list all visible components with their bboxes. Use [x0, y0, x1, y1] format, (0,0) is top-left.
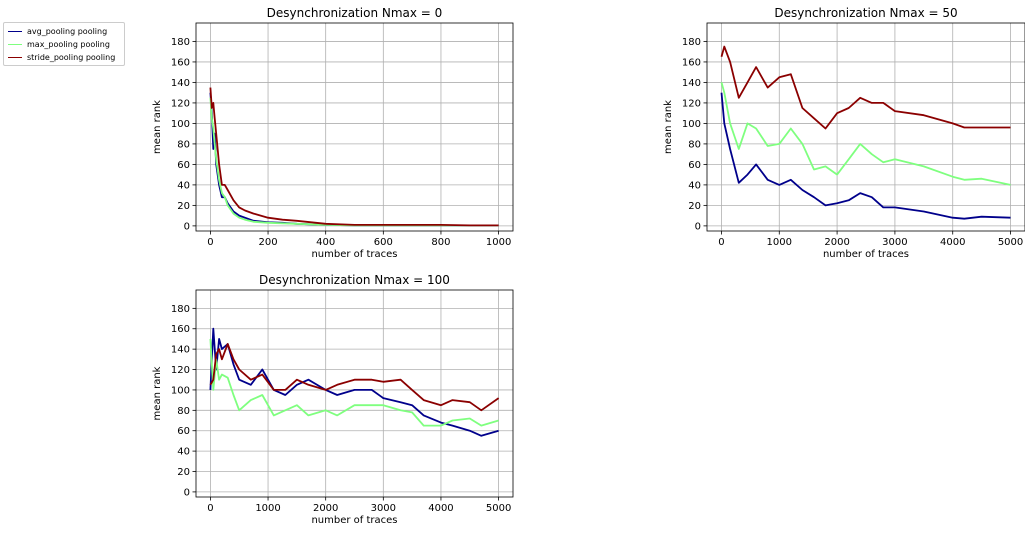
- y-tick-label: 0: [184, 487, 190, 498]
- series-line: [720, 45, 1011, 130]
- y-axis-label: mean rank: [152, 366, 163, 420]
- x-tick-label: 1000: [255, 503, 280, 514]
- x-tick-label: 1000: [486, 237, 511, 248]
- y-tick-label: 180: [171, 304, 190, 315]
- legend-swatch: [8, 31, 22, 32]
- y-tick-label: 140: [682, 78, 701, 89]
- axes-frame: [706, 22, 1025, 232]
- legend-item: max_pooling pooling: [8, 38, 120, 51]
- x-axis-label: number of traces: [311, 515, 397, 526]
- legend-label: avg_pooling pooling: [27, 27, 108, 36]
- chart-title: Desynchronization Nmax = 0: [267, 6, 443, 20]
- x-tick-label: 5000: [486, 503, 511, 514]
- x-axis-label: number of traces: [823, 249, 909, 260]
- y-tick-label: 100: [171, 385, 190, 396]
- y-tick-label: 120: [171, 365, 190, 376]
- y-tick-label: 80: [177, 406, 190, 417]
- chart-panel: 0 200 400 600 800 1000 0 20 40 60 80 100 120 140 160 18…: [152, 6, 514, 260]
- x-tick-label: 0: [207, 503, 213, 514]
- chart-panel: 0 1000 2000 3000 4000 5000 0 20 40 60 80 100 120 140 1…: [663, 6, 1025, 260]
- x-tick-label: 4000: [428, 503, 453, 514]
- series-line: [209, 343, 500, 412]
- x-tick-label: 0: [207, 237, 213, 248]
- chart-panel: 0 1000 2000 3000 4000 5000 0 20 40 60 80 100 120 140 1…: [152, 273, 514, 526]
- legend-swatch: [8, 44, 22, 45]
- y-tick-label: 20: [177, 201, 190, 212]
- legend-label: stride_pooling pooling: [27, 53, 116, 62]
- x-tick-label: 0: [718, 237, 724, 248]
- y-tick-label: 140: [171, 345, 190, 356]
- series-line: [209, 97, 499, 227]
- x-axis-label: number of traces: [311, 249, 397, 260]
- y-tick-label: 0: [184, 221, 190, 232]
- y-tick-label: 40: [688, 180, 701, 191]
- y-tick-label: 100: [171, 119, 190, 130]
- y-tick-label: 160: [171, 57, 190, 68]
- chart-title: Desynchronization Nmax = 50: [774, 6, 957, 20]
- x-tick-label: 3000: [371, 503, 396, 514]
- x-tick-label: 2000: [313, 503, 338, 514]
- y-tick-label: 180: [171, 37, 190, 48]
- y-tick-label: 80: [177, 139, 190, 150]
- y-tick-label: 140: [171, 78, 190, 89]
- x-tick-label: 4000: [940, 237, 965, 248]
- legend-swatch: [8, 57, 22, 58]
- x-tick-label: 200: [258, 237, 277, 248]
- x-tick-label: 400: [316, 237, 335, 248]
- axes-frame: [195, 289, 514, 498]
- y-tick-label: 60: [177, 426, 190, 437]
- x-tick-label: 3000: [882, 237, 907, 248]
- y-tick-label: 120: [171, 98, 190, 109]
- legend-item: avg_pooling pooling: [8, 25, 120, 38]
- y-tick-label: 120: [682, 98, 701, 109]
- y-tick-label: 40: [177, 447, 190, 458]
- y-tick-label: 160: [171, 324, 190, 335]
- y-tick-label: 20: [688, 201, 701, 212]
- y-tick-label: 100: [682, 119, 701, 130]
- legend-label: max_pooling pooling: [27, 40, 110, 49]
- y-tick-label: 0: [695, 221, 701, 232]
- series-line: [209, 87, 499, 227]
- y-tick-label: 20: [177, 467, 190, 478]
- x-tick-label: 600: [374, 237, 393, 248]
- legend: avg_pooling pooling max_pooling pooling …: [3, 22, 125, 66]
- x-tick-label: 5000: [998, 237, 1023, 248]
- y-axis-label: mean rank: [152, 100, 163, 154]
- chart-title: Desynchronization Nmax = 100: [259, 273, 450, 287]
- y-tick-label: 180: [682, 37, 701, 48]
- y-tick-label: 160: [682, 57, 701, 68]
- y-tick-label: 80: [688, 139, 701, 150]
- y-tick-label: 60: [688, 160, 701, 171]
- x-tick-label: 2000: [824, 237, 849, 248]
- x-tick-label: 1000: [767, 237, 792, 248]
- series-line: [720, 82, 1011, 186]
- legend-item: stride_pooling pooling: [8, 51, 120, 64]
- series-line: [209, 327, 499, 437]
- y-axis-label: mean rank: [663, 100, 674, 154]
- axes-frame: [195, 22, 514, 232]
- y-tick-label: 40: [177, 180, 190, 191]
- x-tick-label: 800: [431, 237, 450, 248]
- y-tick-label: 60: [177, 160, 190, 171]
- series-line: [209, 338, 499, 427]
- series-line: [720, 92, 1011, 220]
